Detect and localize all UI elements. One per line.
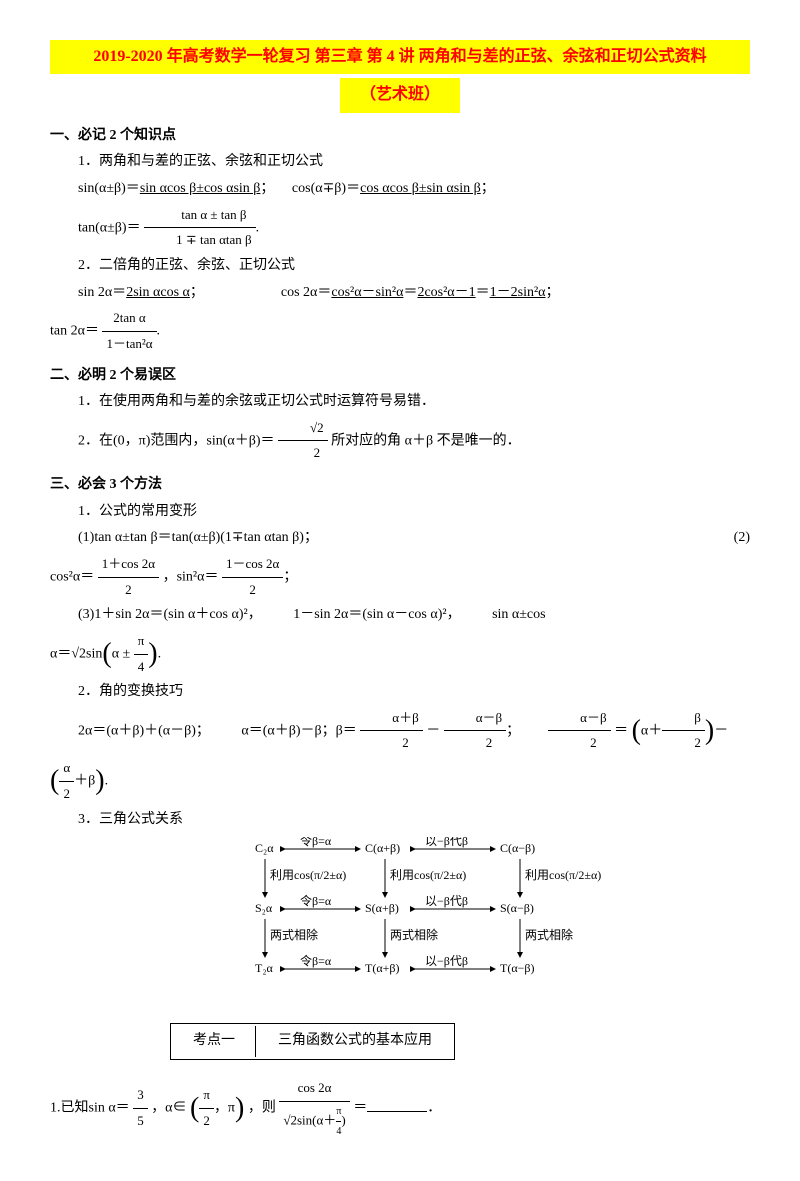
topic-table: 考点一 三角函数公式的基本应用	[170, 1023, 455, 1060]
svg-text:S(α−β): S(α−β)	[500, 901, 534, 915]
formula-relation-diagram: C₂α令β=α C(α+β)以−β代β C(α−β) 利用cos(π/2±α) …	[250, 837, 690, 1017]
s1-formula-tan: tan(α±β)＝ tan α ± tan β1 ∓ tan αtan β.	[50, 203, 750, 253]
svg-text:以−β代β: 以−β代β	[425, 837, 468, 848]
svg-text:令β=α: 令β=α	[300, 893, 332, 908]
svg-text:T(α+β): T(α+β)	[365, 961, 399, 975]
s3-p1: 1．公式的常用变形	[50, 499, 750, 526]
s3-f3d: α＝√2sin(α ± π4).	[50, 629, 750, 679]
s3-f2: cos²α＝ 1＋cos 2α2 ，sin²α＝ 1－cos 2α2；	[50, 552, 750, 602]
s3-angle-2: (α2＋β).	[50, 756, 750, 806]
svg-text:C(α−β): C(α−β)	[500, 841, 535, 855]
section-2-head: 二、必明 2 个易误区	[50, 363, 750, 390]
svg-text:S₂α: S₂α	[255, 901, 273, 915]
s1-p1: 1．两角和与差的正弦、余弦和正切公式	[50, 149, 750, 176]
s3-p3: 3．三角公式关系	[50, 807, 750, 834]
svg-text:两式相除: 两式相除	[525, 927, 573, 942]
svg-text:利用cos(π/2±α): 利用cos(π/2±α)	[525, 868, 601, 882]
s2-p1: 1．在使用两角和与差的余弦或正切公式时运算符号易错．	[50, 389, 750, 416]
question-1: 1.已知sin α＝ 35 ，α∈ (π2，π) ，则 cos 2α √2sin…	[50, 1076, 750, 1141]
svg-text:T₂α: T₂α	[255, 961, 274, 975]
svg-text:T(α−β): T(α−β)	[500, 961, 534, 975]
doc-title-2: （艺术班）	[340, 78, 460, 112]
s3-p2: 2．角的变换技巧	[50, 679, 750, 706]
svg-text:利用cos(π/2±α): 利用cos(π/2±α)	[270, 868, 346, 882]
s1-double-tan: tan 2α＝ 2tan α1－tan²α.	[50, 306, 750, 356]
s1-p2: 2．二倍角的正弦、余弦、正切公式	[50, 253, 750, 280]
svg-text:C(α+β): C(α+β)	[365, 841, 400, 855]
topic-col2: 三角函数公式的基本应用	[258, 1026, 452, 1057]
topic-col1: 考点一	[173, 1026, 256, 1057]
s1-double-sin-cos: sin 2α＝2sin αcos α； cos 2α＝cos²α－sin²α＝2…	[50, 280, 750, 307]
svg-text:利用cos(π/2±α): 利用cos(π/2±α)	[390, 868, 466, 882]
svg-text:两式相除: 两式相除	[270, 927, 318, 942]
section-3-head: 三、必会 3 个方法	[50, 472, 750, 499]
svg-text:以−β代β: 以−β代β	[425, 894, 468, 908]
doc-title-1: 2019-2020 年高考数学一轮复习 第三章 第 4 讲 两角和与差的正弦、余…	[50, 40, 750, 74]
s3-angle-1: 2α＝(α＋β)＋(α－β)； α＝(α＋β)－β；β＝ α＋β2 － α－β2…	[50, 706, 750, 756]
svg-text:S(α+β): S(α+β)	[365, 901, 399, 915]
s1-formula-sincos: sin(α±β)＝sin αcos β±cos αsin β； cos(α∓β)…	[50, 176, 750, 203]
svg-text:令β=α: 令β=α	[300, 837, 332, 848]
svg-text:C₂α: C₂α	[255, 841, 274, 855]
svg-text:两式相除: 两式相除	[390, 927, 438, 942]
section-1-head: 一、必记 2 个知识点	[50, 123, 750, 150]
s3-f3: (3)1＋sin 2α＝(sin α＋cos α)²， 1－sin 2α＝(si…	[50, 602, 750, 629]
svg-text:令β=α: 令β=α	[300, 953, 332, 968]
s2-p2: 2．在(0，π)范围内，sin(α＋β)＝ √22 所对应的角 α＋β 不是唯一…	[50, 416, 750, 466]
s3-f1: (1)tan α±tan β＝tan(α±β)(1∓tan αtan β)； (…	[50, 525, 750, 552]
svg-text:以−β代β: 以−β代β	[425, 954, 468, 968]
